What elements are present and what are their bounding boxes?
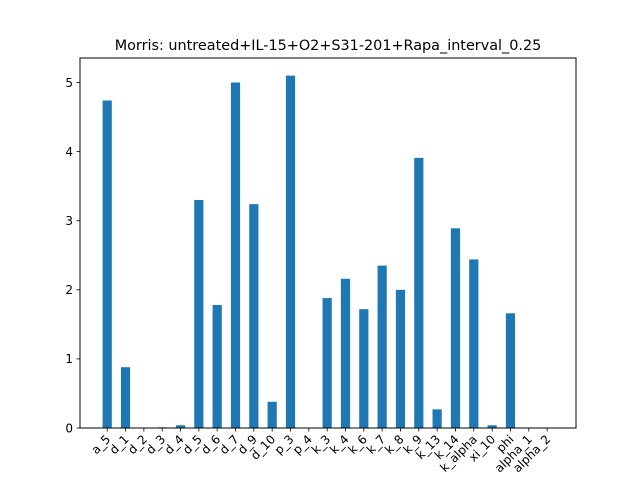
bars-group [102,75,516,429]
bar-xi_10 [487,425,497,428]
y-tick-label-2: 2 [65,283,73,297]
bar-k_9 [414,157,424,428]
y-tick-label-3: 3 [65,214,73,228]
bar-d_7 [230,82,241,428]
bar-d_9 [249,204,259,428]
chart-title: Morris: untreated+IL-15+O2+S31-201+Rapa_… [115,38,542,54]
bar-k_4 [340,278,351,428]
plot-frame [79,57,577,429]
bar-a_5 [102,100,112,429]
y-tick-label-5: 5 [65,76,73,90]
y-tick-label-0: 0 [65,421,73,435]
bar-k_8 [395,289,406,428]
bar-k_6 [359,309,369,428]
bar-p_3 [285,75,296,429]
bar-d_4 [175,425,186,428]
bar-d_1 [120,367,131,428]
bar-k_7 [377,265,387,428]
y-tick-label-4: 4 [65,145,73,159]
bar-phi [505,313,516,428]
bar-d_6 [212,305,222,428]
bar-k_13 [432,409,442,428]
bar-d_10 [267,401,277,428]
y-axis: 0 1 2 3 4 5 [65,76,80,435]
bar-k_alpha [469,259,479,428]
bar-k_14 [450,228,461,428]
bar-d_5 [194,199,204,428]
bar-k_3 [322,298,332,428]
y-tick-label-1: 1 [65,352,73,366]
